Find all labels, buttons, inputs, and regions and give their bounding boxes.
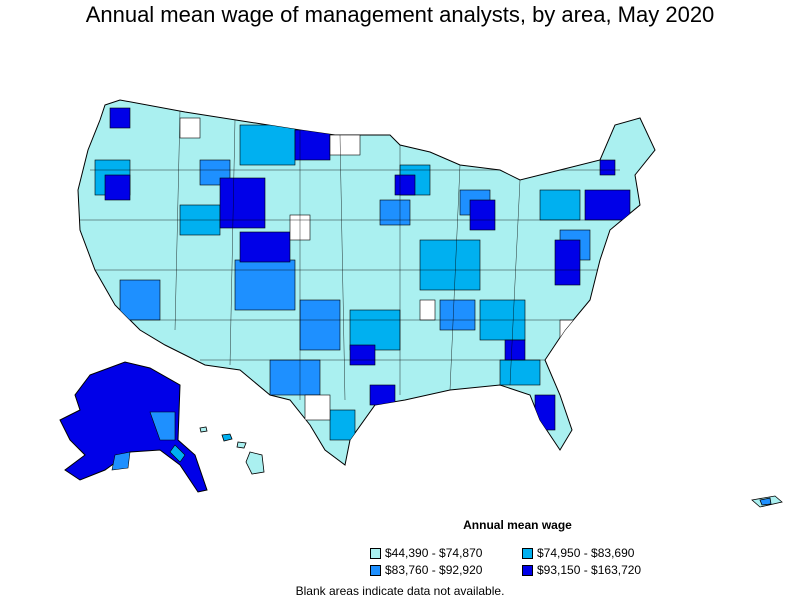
- alaska-region: [59, 361, 208, 493]
- legend-item-tier3: $83,760 - $92,920: [370, 563, 522, 577]
- legend-swatch: [370, 564, 381, 576]
- area-patch: [419, 299, 436, 321]
- area-patch: [369, 384, 396, 406]
- area-patch: [239, 124, 296, 166]
- alaska-outline: [59, 361, 208, 493]
- area-patch: [584, 189, 631, 221]
- legend-swatch: [522, 547, 533, 559]
- area-patch: [119, 279, 161, 321]
- area-patch: [439, 299, 476, 331]
- area-patch: [499, 359, 541, 386]
- legend-label: $83,760 - $92,920: [385, 563, 483, 577]
- hawaii-island: [236, 441, 247, 449]
- legend-label: $93,150 - $163,720: [537, 563, 642, 577]
- area-patch: [539, 189, 581, 221]
- area-patch: [559, 319, 581, 341]
- area-patch: [104, 174, 131, 201]
- area-patch: [599, 159, 616, 176]
- area-patch: [179, 117, 201, 139]
- area-patch: [269, 359, 321, 396]
- area-patch: [349, 309, 401, 351]
- legend-item-tier1: $44,390 - $74,870: [370, 546, 522, 560]
- legend-title: Annual mean wage: [463, 518, 572, 532]
- area-patch: [329, 134, 361, 156]
- area-patch: [504, 339, 526, 361]
- area-patch: [379, 199, 411, 226]
- area-patch: [109, 107, 131, 129]
- area-patch: [234, 259, 296, 311]
- area-patch: [419, 239, 481, 291]
- hawaii-region: [199, 426, 265, 475]
- legend-item-tier4: $93,150 - $163,720: [522, 563, 672, 577]
- legend-swatch: [522, 564, 533, 576]
- map-title: Annual mean wage of management analysts,…: [85, 2, 715, 27]
- puerto-rico-region: [751, 495, 783, 508]
- area-patch: [554, 239, 581, 286]
- hawaii-island: [199, 426, 208, 433]
- hawaii-island: [245, 451, 265, 475]
- legend-item-tier2: $74,950 - $83,690: [522, 546, 672, 560]
- footnote: Blank areas indicate data not available.: [295, 584, 505, 598]
- area-patch: [329, 409, 356, 441]
- legend-label: $44,390 - $74,870: [385, 546, 483, 560]
- area-patch: [299, 299, 341, 351]
- area-patch: [349, 344, 376, 366]
- hawaii-island: [221, 433, 233, 442]
- map-legend: Annual mean wage $44,390 - $74,870 $74,9…: [370, 518, 670, 577]
- area-patch: [239, 231, 291, 263]
- legend-swatch: [370, 547, 381, 559]
- area-patch: [219, 177, 266, 229]
- area-patch: [534, 394, 556, 431]
- area-patch: [469, 199, 496, 231]
- area-patch: [304, 394, 331, 421]
- area-patch: [394, 174, 416, 196]
- legend-label: $74,950 - $83,690: [537, 546, 635, 560]
- area-patch: [294, 129, 331, 161]
